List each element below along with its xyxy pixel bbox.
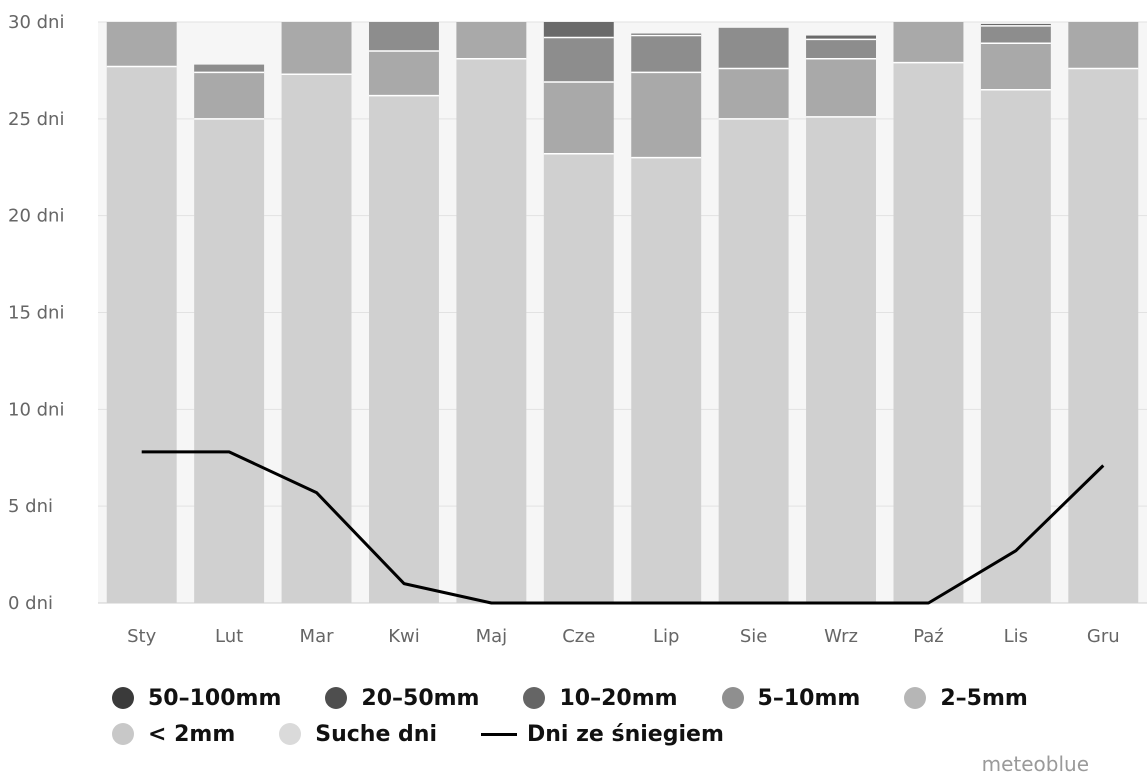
- legend-item-50-100mm[interactable]: 50–100mm: [112, 686, 281, 711]
- bar-segment: [980, 89, 1051, 604]
- legend-swatch-20-50mm: [325, 687, 348, 709]
- legend-label-lt-2mm: < 2mm: [148, 721, 236, 747]
- legend-swatch-5-10mm: [721, 687, 744, 709]
- bar-segment: [194, 118, 265, 603]
- bar-segment: [543, 37, 614, 83]
- bar-segment: [543, 22, 614, 38]
- bar-segment: [806, 116, 877, 603]
- bar-segment: [718, 118, 789, 603]
- bar-segment: [893, 22, 964, 63]
- meteoblue-credit[interactable]: meteoblue: [981, 752, 1089, 776]
- bar-segment: [368, 51, 439, 96]
- bar-segment: [281, 74, 352, 604]
- precipitation-days-chart: 0 dni 5 dni 10 dni 15 dni 20 dni 25 dni 30 dni…: [8, 12, 1147, 647]
- bar-segment: [281, 22, 352, 75]
- legend-swatch-lt-2mm: [112, 723, 134, 745]
- bar-segment: [631, 33, 702, 36]
- legend-item-lt-2mm[interactable]: < 2mm: [112, 722, 235, 747]
- legend-item-20-50mm[interactable]: 20–50mm: [325, 686, 479, 711]
- x-tick-label: Wrz: [824, 626, 858, 647]
- legend-item-5-10mm[interactable]: 5–10mm: [721, 685, 861, 711]
- legend-label-dry-days: Suche dni: [315, 721, 437, 747]
- bar-segment: [456, 22, 527, 59]
- bar-segment: [1068, 68, 1139, 604]
- bar-segment: [806, 35, 877, 40]
- x-tick-label: Lip: [653, 626, 679, 647]
- bar-segment: [194, 72, 265, 119]
- y-tick-label: 25 dni: [8, 109, 64, 130]
- bar-segment: [194, 64, 265, 73]
- bar-segment: [106, 66, 177, 603]
- x-tick-label: Sie: [740, 626, 768, 647]
- x-tick-label: Lis: [1004, 626, 1028, 647]
- legend-swatch-dry-days: [279, 723, 302, 745]
- legend-item-snow-days[interactable]: Dni ze śniegiem: [481, 722, 724, 747]
- x-tick-label: Sty: [127, 626, 156, 647]
- snow-days-line: [141, 450, 1105, 605]
- bar-segment: [456, 58, 527, 603]
- legend-row-2: < 2mm Suche dni Dni ze śniegiem: [112, 716, 1112, 752]
- legend-label-2-5mm: 2–5mm: [940, 685, 1028, 711]
- bar-segment: [106, 22, 177, 67]
- bar-segment: [368, 95, 439, 604]
- bar-segment: [980, 43, 1051, 90]
- legend-item-2-5mm[interactable]: 2–5mm: [904, 685, 1028, 711]
- x-tick-label: Lut: [215, 626, 243, 647]
- x-tick-label: Maj: [476, 626, 508, 647]
- bar-segment: [980, 25, 1051, 44]
- bar-segment: [631, 72, 702, 158]
- x-tick-label: Cze: [562, 626, 595, 647]
- bar-segment: [631, 157, 702, 604]
- bar-segment: [631, 35, 702, 73]
- legend-swatch-10-20mm: [523, 687, 546, 709]
- bar-segment: [718, 27, 789, 69]
- bar-segment: [980, 23, 1051, 26]
- y-tick-label: 30 dni: [8, 12, 64, 33]
- x-tick-label: Kwi: [388, 626, 420, 647]
- y-tick-label: 15 dni: [8, 303, 64, 324]
- legend-swatch-50-100mm: [112, 687, 134, 709]
- chart-legend: 50–100mm 20–50mm 10–20mm 5–10mm 2–5mm < …: [112, 680, 1112, 752]
- legend-row-1: 50–100mm 20–50mm 10–20mm 5–10mm 2–5mm: [112, 680, 1112, 716]
- bar-segment: [1068, 22, 1139, 69]
- bar-segment: [368, 22, 439, 52]
- legend-swatch-2-5mm: [904, 687, 927, 709]
- legend-label-50-100mm: 50–100mm: [148, 685, 282, 711]
- legend-label-10-20mm: 10–20mm: [559, 685, 678, 711]
- legend-item-10-20mm[interactable]: 10–20mm: [523, 685, 678, 711]
- x-tick-label: Mar: [300, 626, 335, 647]
- x-tick-label: Gru: [1087, 626, 1120, 647]
- legend-label-5-10mm: 5–10mm: [757, 685, 861, 711]
- bar-segment: [543, 82, 614, 154]
- x-tick-label: Paź: [913, 626, 944, 647]
- bar-segment: [718, 68, 789, 119]
- y-tick-label: 10 dni: [8, 399, 64, 420]
- bar-segment: [893, 62, 964, 604]
- y-tick-label: 5 dni: [8, 496, 53, 517]
- legend-line-swatch-snow-days: [481, 732, 517, 736]
- legend-label-snow-days: Dni ze śniegiem: [527, 721, 724, 747]
- y-tick-label: 0 dni: [8, 593, 53, 614]
- bar-segment: [806, 58, 877, 117]
- bar-segment: [543, 153, 614, 603]
- bar-segment: [806, 39, 877, 59]
- y-tick-label: 20 dni: [8, 206, 64, 227]
- legend-label-20-50mm: 20–50mm: [361, 685, 480, 711]
- legend-item-dry-days[interactable]: Suche dni: [279, 722, 437, 747]
